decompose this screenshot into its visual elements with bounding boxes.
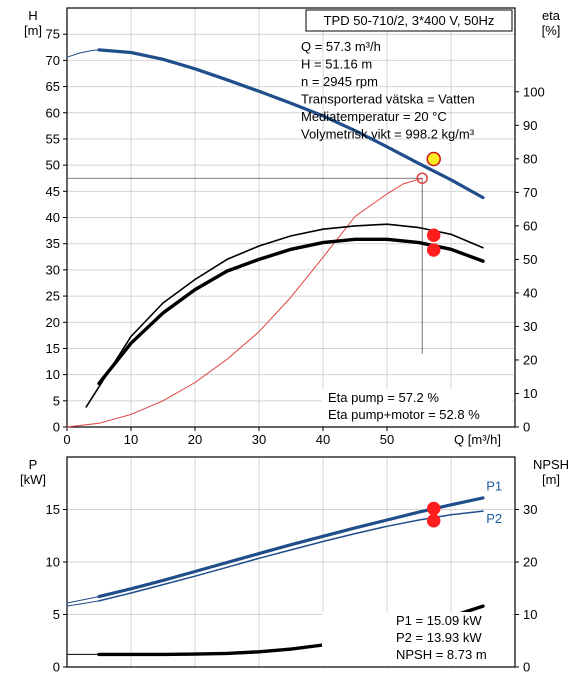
duty-point-marker [426,501,441,516]
left-axis-tick-label: 70 [46,53,60,68]
right-axis-tick-label: 20 [523,555,537,570]
series-line-P2_ext [66,600,100,607]
info-line: Mediatemperatur = 20 °C [301,109,447,124]
info-line: Volymetrisk vikt = 998.2 kg/m³ [301,127,475,142]
left-axis-tick-label: 65 [46,79,60,94]
left-axis-tick-label: 45 [46,184,60,199]
chart-title: TPD 50-710/2, 3*400 V, 50Hz [324,13,495,28]
series-line-P1_ext [66,596,100,604]
left-axis-tick-label: 20 [46,315,60,330]
result-line: P2 = 13.93 kW [396,630,482,645]
info-line: n = 2945 rpm [301,74,378,89]
x-axis-tick-label: 0 [63,432,70,447]
left-axis-tick-label: 50 [46,158,60,173]
duty-point-marker [426,228,441,243]
left-axis-tick-label: 35 [46,236,60,251]
series-line-P2 [98,510,484,602]
series-line-eta_pump_motor [97,237,485,386]
right-axis-tick-label: 30 [523,502,537,517]
series-line-P1 [97,496,485,599]
series-line-head_ext [66,49,100,58]
left-axis-tick-label: 30 [46,262,60,277]
series-line-system_curve [66,177,423,428]
result-line: NPSH = 8.73 m [396,647,487,662]
right-axis-tick-label: 40 [523,285,537,300]
right-axis-tick-label: 30 [523,319,537,334]
left-axis-tick-label: 15 [46,341,60,356]
right-axis-tick-label: 10 [523,386,537,401]
left-axis-label: P [29,457,38,472]
x-axis-tick-label: 30 [252,432,266,447]
info-line: Transporterad vätska = Vatten [301,92,475,107]
chart-panel-1: 0 5 10 15 20 25 30 35 40 45 50 55 60 65 70 75 0 10 20 30 40 5… [24,7,561,447]
result-line: Eta pump = 57.2 % [328,390,439,405]
left-axis-tick-label: 15 [46,502,60,517]
title-box [305,9,513,32]
right-axis-label: eta [542,8,561,23]
result-box [322,612,512,665]
x-axis-tick-label: 50 [380,432,394,447]
right-axis-tick-label: 60 [523,218,537,233]
left-axis-tick-label: 55 [46,131,60,146]
right-axis-tick-label: 0 [523,660,530,675]
left-axis-tick-label: 75 [46,27,60,42]
right-axis-tick-label: 90 [523,118,537,133]
left-axis-tick-label: 5 [53,393,60,408]
left-axis-tick-label: 10 [46,367,60,382]
right-axis-unit: [m] [542,472,560,487]
left-axis-tick-label: 0 [53,420,60,435]
right-axis-tick-label: 20 [523,352,537,367]
result-box [322,389,512,425]
series-line-eta_pump [85,223,484,408]
x-axis-label: Q [m³/h] [454,432,501,447]
left-axis-tick-label: 5 [53,607,60,622]
left-axis-tick-label: 40 [46,210,60,225]
result-line: Eta pump+motor = 52.8 % [328,407,480,422]
left-axis-tick-label: 0 [53,660,60,675]
right-axis-tick-label: 80 [523,151,537,166]
grid-lines [67,8,515,427]
right-axis-tick-label: 50 [523,252,537,267]
left-axis-tick-label: 10 [46,555,60,570]
x-axis-tick-label: 40 [316,432,330,447]
right-axis-unit: [%] [542,23,561,38]
result-line: P1 = 15.09 kW [396,613,482,628]
left-axis-tick-label: 25 [46,289,60,304]
left-axis-tick-label: 60 [46,105,60,120]
left-axis-unit: [kW] [20,472,46,487]
series-label-p2: P2 [486,511,502,526]
right-axis-tick-label: 10 [523,607,537,622]
duty-point-marker [426,513,441,528]
chart-panel-2: 0 5 10 15 0 10 20 30 P[kW] NPSH[m] P1 P2 P1 = 15.09 … [20,456,569,675]
right-axis-tick-label: 100 [523,84,545,99]
duty-point-marker [426,243,441,257]
series-label-p1: P1 [486,478,502,493]
series-line-head [97,48,485,200]
right-axis-tick-label: 0 [523,420,530,435]
right-axis-label: NPSH [533,457,569,472]
left-axis-label: H [28,8,37,23]
duty-point-marker [416,172,428,184]
info-line: H = 51.16 m [301,57,372,72]
x-axis-tick-label: 10 [124,432,138,447]
left-axis-unit: [m] [24,23,42,38]
info-line: Q = 57.3 m³/h [301,39,381,54]
x-axis-tick-label: 20 [188,432,202,447]
duty-point-marker [426,151,441,167]
right-axis-tick-label: 70 [523,185,537,200]
